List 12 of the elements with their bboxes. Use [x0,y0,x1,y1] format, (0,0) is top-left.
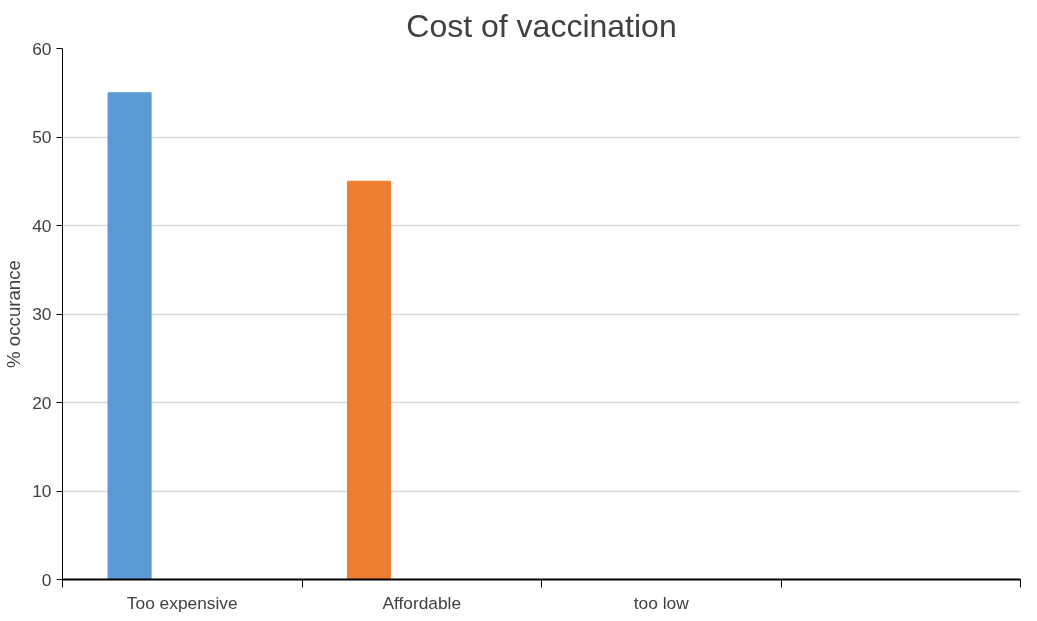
x-tick-label: too low [633,592,690,613]
y-tick-label: 60 [32,38,52,59]
y-axis-title: % occurance [3,260,25,368]
x-tick-label: Affordable [382,592,462,613]
x-tick-label: Too expensive [126,592,238,613]
y-tick-label: 50 [32,127,52,147]
y-tick-label: 20 [32,392,52,413]
y-tick-label: 0 [41,569,52,590]
chart-title: Cost of vaccination [406,7,677,44]
y-tick-label: 40 [32,215,52,236]
y-tick-label: 10 [32,481,52,501]
y-tick-label: 30 [32,304,52,324]
